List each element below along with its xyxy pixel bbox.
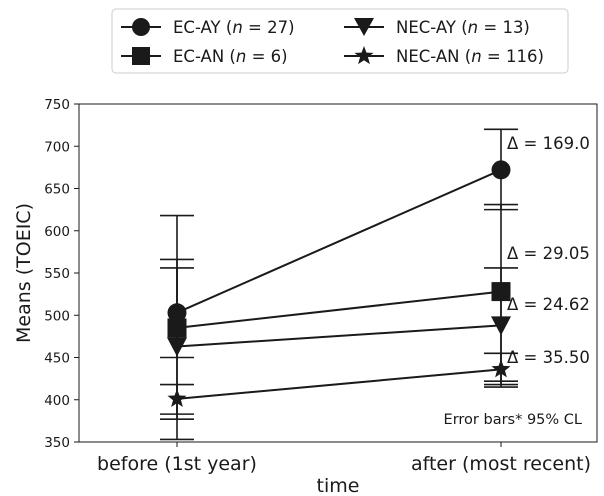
data-point-star — [167, 388, 187, 407]
legend-marker-triangle — [354, 18, 374, 36]
x-axis: before (1st year) after (most recent) — [97, 442, 591, 475]
legend-label-0: EC-AY (n = 27) — [173, 18, 295, 37]
y-axis-title: Means (TOEIC) — [13, 203, 35, 343]
series-line — [176, 324, 502, 348]
plot-area: Δ = 169.0 Δ = 29.05 Δ = 24.62 Δ = 35.50 — [160, 128, 590, 441]
delta-label: Δ = 24.62 — [507, 295, 590, 314]
data-point-triangle — [167, 337, 187, 357]
x-tick-label: before (1st year) — [97, 453, 257, 475]
y-tick-label: 400 — [44, 393, 70, 409]
y-axis: 350 400 450 500 550 600 650 700 750 — [44, 97, 79, 451]
legend-label-2: NEC-AY (n = 13) — [396, 18, 530, 37]
y-tick-label: 550 — [44, 266, 70, 282]
delta-label: Δ = 35.50 — [507, 348, 590, 367]
y-tick-label: 600 — [44, 224, 70, 240]
legend-marker-star — [354, 46, 374, 65]
y-tick-label: 700 — [44, 139, 70, 155]
series-line — [176, 168, 502, 314]
series-line — [176, 290, 502, 329]
y-tick-label: 500 — [44, 308, 70, 324]
series-line — [176, 368, 502, 400]
legend-entry-3: NEC-AN (n = 116) — [344, 46, 544, 66]
y-tick-label: 450 — [44, 351, 70, 367]
error-bar-note: Error bars* 95% CL — [444, 412, 582, 428]
series-1: Δ = 29.05 — [160, 203, 590, 441]
y-tick-label: 650 — [44, 182, 70, 198]
series-0: Δ = 169.0 — [160, 128, 590, 359]
y-tick-label: 750 — [44, 97, 70, 113]
legend-marker-circle — [132, 18, 150, 36]
legend-entry-1: EC-AN (n = 6) — [121, 47, 288, 66]
legend-entry-2: NEC-AY (n = 13) — [344, 18, 530, 37]
legend-entry-0: EC-AY (n = 27) — [121, 18, 295, 37]
legend-box — [111, 8, 569, 74]
legend: EC-AY (n = 27) EC-AN (n = 6) NEC-AY (n =… — [111, 8, 569, 74]
x-axis-title: time — [317, 475, 360, 496]
y-tick-label: 350 — [44, 435, 70, 451]
legend-label-1: EC-AN (n = 6) — [173, 47, 288, 66]
series-2: Δ = 24.62 — [160, 258, 590, 415]
legend-marker-square — [132, 47, 150, 65]
plot-frame — [78, 103, 598, 443]
x-tick-label: after (most recent) — [411, 453, 591, 475]
data-point-star — [491, 359, 511, 378]
delta-label: Δ = 29.05 — [507, 244, 590, 263]
legend-label-3: NEC-AN (n = 116) — [396, 47, 544, 66]
delta-label: Δ = 169.0 — [507, 134, 590, 153]
data-point-triangle — [491, 316, 511, 336]
data-point-circle — [491, 160, 511, 180]
series-3: Δ = 35.50 — [160, 348, 590, 420]
